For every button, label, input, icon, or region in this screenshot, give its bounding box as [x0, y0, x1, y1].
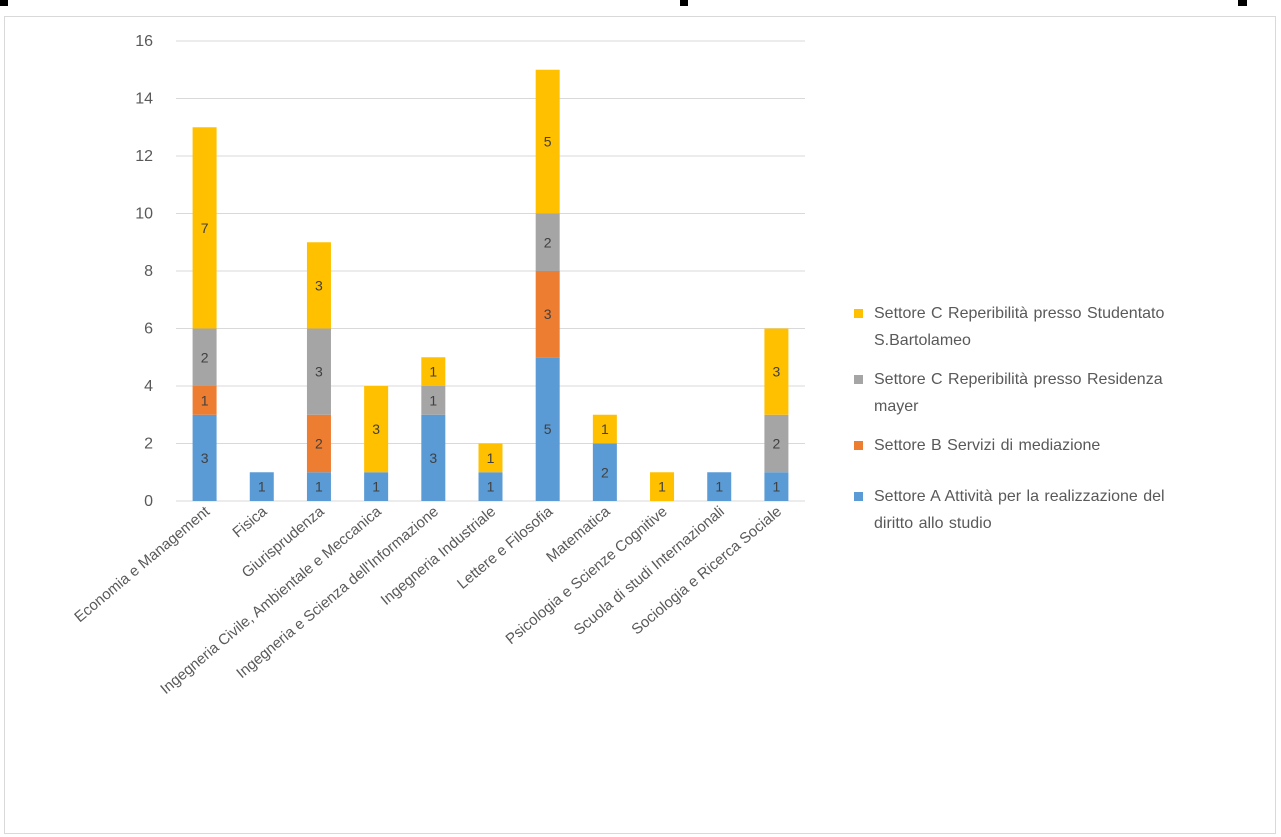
title-fragment: [0, 0, 8, 6]
bar-segment: [306, 242, 331, 329]
y-tick-label: 2: [144, 436, 153, 453]
legend-swatch: [854, 441, 863, 450]
data-label: 7: [201, 220, 209, 236]
legend-item: Settore A Attività per la realizzazione …: [854, 483, 1274, 537]
legend-label-line: Settore B Servizi di mediazione: [874, 437, 1101, 454]
data-label: 2: [544, 234, 552, 250]
data-label: 3: [315, 277, 323, 293]
data-label: 1: [201, 392, 209, 408]
bar-segment: [306, 328, 331, 415]
bar-segment: [764, 472, 789, 501]
legend-swatch: [854, 375, 863, 384]
data-label: 3: [544, 306, 552, 322]
legend-label-line: diritto allo studio: [874, 515, 992, 532]
legend-item: Settore C Reperibilità presso Studentato…: [854, 300, 1274, 354]
bar-segment: [364, 386, 389, 473]
y-tick-label: 0: [144, 493, 153, 510]
data-label: 2: [601, 464, 609, 480]
bar-segment: [306, 472, 331, 501]
bar-segment: [192, 328, 217, 386]
data-label: 2: [315, 436, 323, 452]
data-label: 1: [372, 479, 380, 495]
bar-segment: [764, 414, 789, 473]
bar-segment: [535, 69, 560, 214]
cropped-title-fragments: [0, 0, 1247, 6]
bar-segment: [364, 472, 389, 501]
bar-segment: [650, 472, 675, 501]
legend-label-line: Settore C Reperibilità presso Residenza: [874, 371, 1163, 388]
bar-segment: [421, 386, 446, 415]
data-label: 5: [544, 134, 552, 150]
data-label: 2: [201, 349, 209, 365]
bar-segment: [592, 414, 617, 444]
chart-area: 0 2 4 6 8 10 12 14 16 3 1 2 7 Economia e Management 1 F…: [4, 16, 1276, 834]
y-tick-label: 8: [144, 263, 153, 280]
bar-segment: [535, 271, 560, 358]
bar-segment: [249, 472, 274, 501]
bar-segment: [192, 127, 217, 329]
y-tick-label: 16: [135, 33, 153, 50]
data-label: 1: [487, 450, 495, 466]
title-fragment: [1238, 0, 1247, 6]
bar-segment: [535, 213, 560, 271]
y-tick-label: 10: [135, 206, 153, 223]
bar-segment: [592, 443, 617, 501]
data-label: 1: [429, 364, 437, 380]
legend: Settore C Reperibilità presso Studentato…: [854, 300, 1274, 549]
legend-swatch: [854, 492, 863, 501]
y-tick-label: 6: [144, 321, 153, 338]
data-label: 3: [372, 421, 380, 437]
bar-segment: [421, 414, 446, 501]
data-label: 5: [544, 421, 552, 437]
x-tick-label: Economia e Management: [71, 503, 214, 626]
bar-segment: [478, 443, 503, 473]
data-label: 1: [429, 392, 437, 408]
legend-swatch: [854, 309, 863, 318]
data-label: 1: [258, 479, 266, 495]
data-label: 3: [315, 364, 323, 380]
data-label: 3: [773, 364, 781, 380]
data-label: 1: [601, 421, 609, 437]
data-label: 1: [658, 479, 666, 495]
bar-segment: [478, 472, 503, 501]
bar-segment: [764, 328, 789, 415]
legend-label-line: S.Bartolameo: [874, 332, 971, 349]
bar-segment: [421, 357, 446, 386]
data-label: 3: [201, 450, 209, 466]
x-tick-label: Ingegneria e Scienza dell'Informazione: [233, 503, 442, 682]
title-fragment: [680, 0, 688, 6]
legend-item: Settore B Servizi di mediazione: [854, 432, 1274, 459]
legend-label-line: Settore A Attività per la realizzazione …: [874, 488, 1165, 505]
y-tick-label: 14: [135, 91, 153, 108]
data-label: 1: [315, 479, 323, 495]
legend-label-line: Settore C Reperibilità presso Studentato: [874, 305, 1165, 322]
data-label: 1: [773, 479, 781, 495]
x-tick-label: Lettere e Filosofia: [454, 503, 557, 593]
bar-segment: [707, 472, 732, 501]
title-strip: [0, 0, 1281, 18]
legend-label-line: mayer: [874, 398, 919, 415]
data-label: 3: [429, 450, 437, 466]
y-tick-label: 12: [135, 148, 153, 165]
bar-segment: [535, 357, 560, 501]
bar-segment: [306, 414, 331, 473]
legend-item: Settore C Reperibilità presso Residenza …: [854, 366, 1274, 420]
x-tick-label: Fisica: [229, 503, 270, 542]
bar-segment: [192, 386, 217, 415]
bar-segment: [192, 414, 217, 501]
data-label: 2: [773, 436, 781, 452]
y-tick-label: 4: [144, 378, 153, 395]
data-label: 1: [487, 479, 495, 495]
data-label: 1: [715, 479, 723, 495]
